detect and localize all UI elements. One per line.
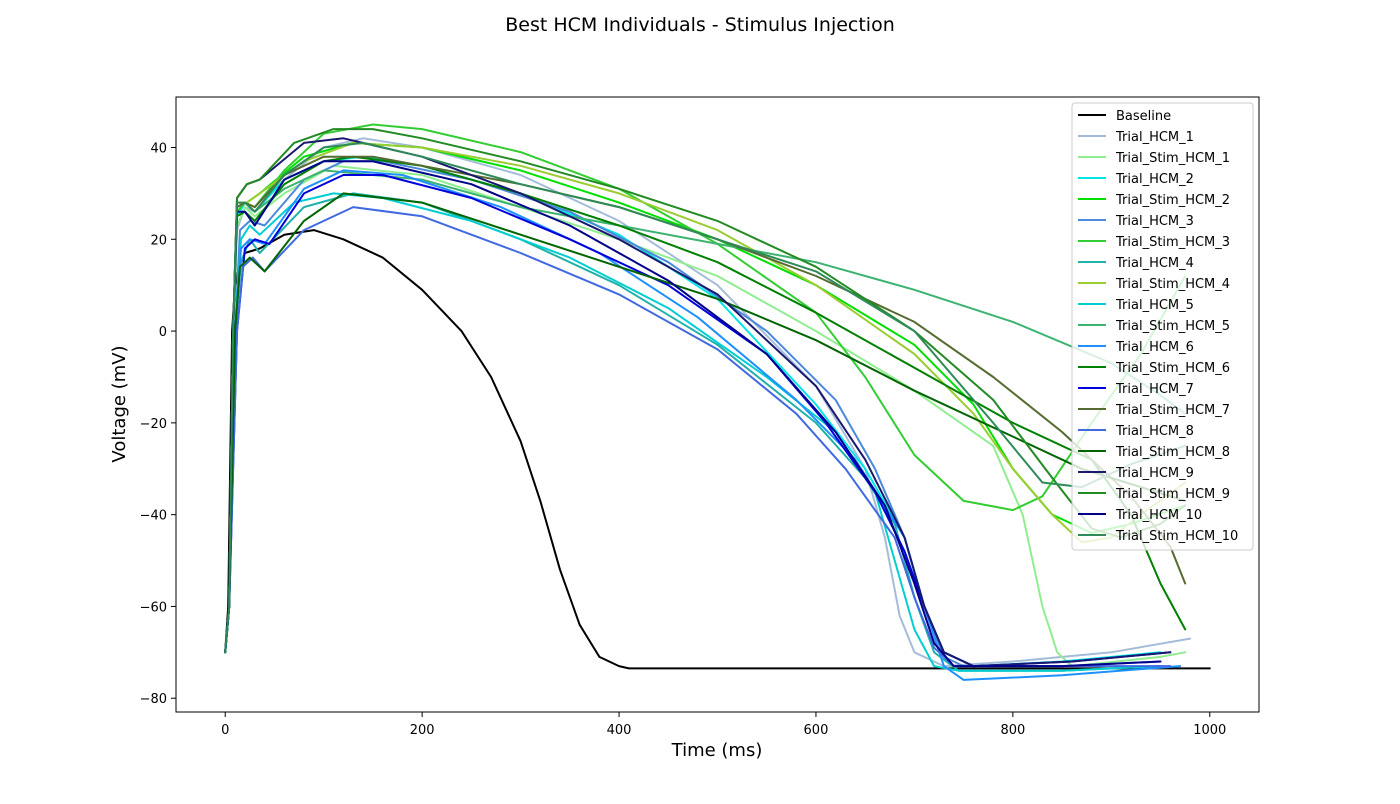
y-tick-label: −60 (140, 600, 167, 615)
legend-label: Trial_Stim_HCM_5 (1115, 319, 1230, 334)
legend-label: Trial_HCM_3 (1115, 214, 1194, 229)
y-axis-label: Voltage (mV) (109, 345, 130, 462)
x-tick-label: 800 (1000, 723, 1025, 738)
legend-label: Trial_Stim_HCM_4 (1115, 277, 1230, 292)
x-tick-label: 200 (410, 723, 435, 738)
y-tick-label: 20 (150, 233, 167, 248)
x-tick-label: 0 (221, 723, 229, 738)
y-tick-label: 0 (159, 325, 167, 340)
legend-label: Trial_Stim_HCM_1 (1115, 151, 1230, 166)
y-tick-label: −40 (140, 509, 167, 524)
legend-label: Trial_Stim_HCM_7 (1115, 403, 1230, 418)
legend: Baseline Trial_HCM_1 Trial_Stim_HCM_1 Trial… (1072, 103, 1253, 550)
x-tick-label: 600 (804, 723, 829, 738)
legend-label: Trial_HCM_10 (1115, 508, 1202, 523)
legend-label: Trial_Stim_HCM_6 (1115, 361, 1230, 376)
chart-title: Best HCM Individuals - Stimulus Injectio… (505, 14, 895, 36)
legend-label: Trial_Stim_HCM_2 (1115, 193, 1230, 208)
legend-label: Trial_Stim_HCM_3 (1115, 235, 1230, 250)
legend-label: Trial_HCM_1 (1115, 130, 1194, 145)
legend-label: Trial_HCM_2 (1115, 172, 1194, 187)
legend-label: Trial_HCM_7 (1115, 382, 1194, 397)
legend-label: Trial_Stim_HCM_9 (1115, 487, 1230, 502)
y-tick-label: 40 (150, 141, 167, 156)
legend-label: Baseline (1116, 109, 1171, 124)
legend-label: Trial_HCM_5 (1115, 298, 1194, 313)
legend-label: Trial_Stim_HCM_10 (1115, 529, 1238, 544)
x-tick-label: 1000 (1193, 723, 1226, 738)
legend-label: Trial_HCM_4 (1115, 256, 1194, 271)
legend-label: Trial_HCM_6 (1115, 340, 1194, 355)
legend-label: Trial_HCM_9 (1115, 466, 1194, 481)
x-axis-label: Time (ms) (671, 740, 763, 761)
y-tick-label: −80 (140, 692, 167, 707)
y-tick-label: −20 (140, 417, 167, 432)
legend-label: Trial_HCM_8 (1115, 424, 1194, 439)
x-tick-label: 400 (607, 723, 632, 738)
legend-label: Trial_Stim_HCM_8 (1115, 445, 1230, 460)
